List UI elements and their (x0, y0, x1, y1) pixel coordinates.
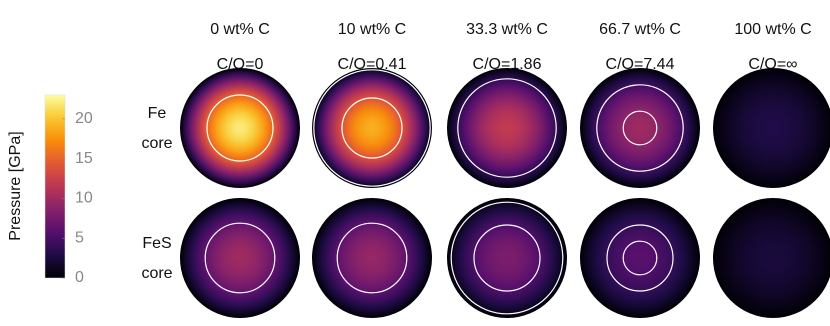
column-header: C/O=0.41 (338, 56, 407, 73)
layer-boundary (204, 222, 276, 294)
colorbar-tick-label: 15 (75, 150, 93, 167)
layer-boundary (206, 94, 274, 162)
pressure-disc (713, 68, 830, 188)
pressure-disc (580, 198, 700, 318)
colorbar-tick-label: 0 (75, 269, 84, 286)
column-header: 66.7 wt% C (599, 21, 681, 38)
layer-boundary (341, 97, 403, 159)
layer-boundary (622, 240, 658, 276)
pressure-disc (580, 68, 700, 188)
colorbar-tick-label: 20 (75, 110, 93, 127)
column-header: 100 wt% C (734, 21, 811, 38)
pressure-disc (713, 198, 830, 318)
pressure-disc (180, 198, 300, 318)
layer-boundary (473, 224, 541, 292)
layer-boundary (450, 201, 564, 315)
column-header: C/O=0 (217, 56, 264, 73)
pressure-disc (447, 68, 567, 188)
pressure-disc (312, 68, 432, 188)
column-header: 0 wt% C (210, 21, 270, 38)
row-label: core (141, 265, 172, 282)
pressure-disc (180, 68, 300, 188)
row-label: Fe (148, 105, 167, 122)
row-label: core (141, 135, 172, 152)
pressure-disc (447, 198, 567, 318)
column-header: C/O=7.44 (606, 56, 675, 73)
column-header: C/O=1.86 (473, 56, 542, 73)
column-header: C/O=∞ (748, 56, 797, 73)
layer-boundary (622, 110, 658, 146)
colorbar-tick-label: 5 (75, 229, 84, 246)
layer-boundary (336, 222, 408, 294)
layer-boundary (313, 69, 431, 187)
row-label: FeS (142, 235, 171, 252)
column-header: 33.3 wt% C (466, 21, 548, 38)
column-header: 10 wt% C (338, 21, 406, 38)
layer-boundary (457, 78, 557, 178)
colorbar (44, 94, 66, 279)
layer-boundary (596, 84, 684, 172)
colorbar-tick-label: 10 (75, 190, 93, 207)
layer-boundary (606, 224, 674, 292)
colorbar-label: Pressure [GPa] (7, 131, 24, 240)
pressure-disc (312, 198, 432, 318)
